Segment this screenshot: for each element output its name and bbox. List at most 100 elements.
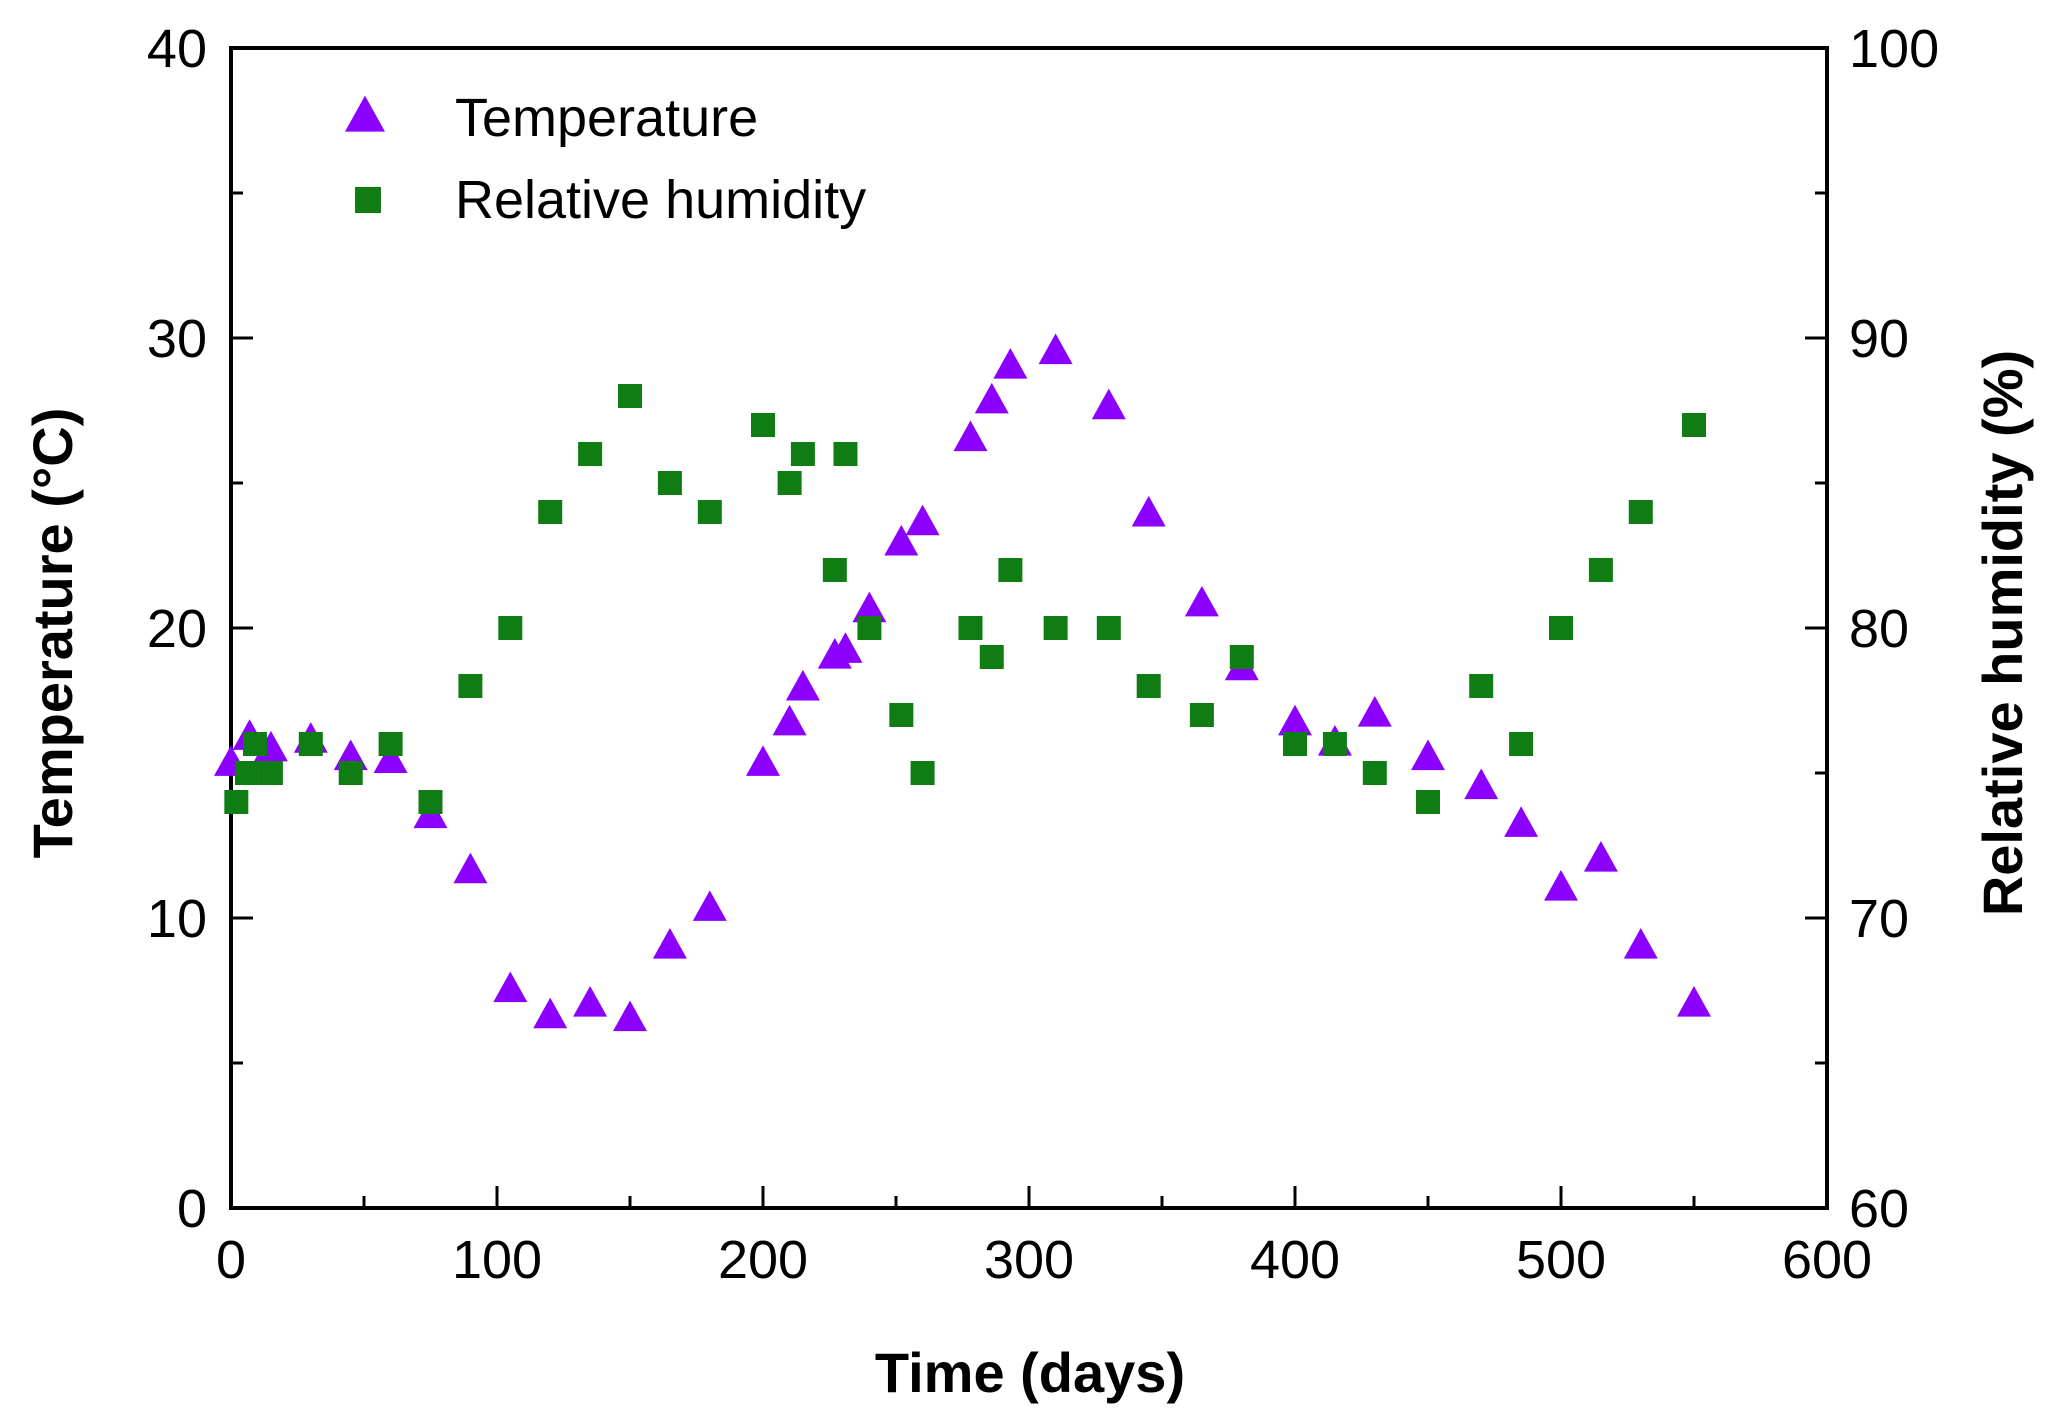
humidity-point	[958, 616, 983, 640]
temperature-point	[1091, 388, 1126, 420]
temperature-point	[1357, 696, 1392, 727]
y-tick-label-right: 70	[1849, 889, 1909, 949]
temperature-point	[493, 971, 528, 1003]
temperature-point	[993, 348, 1028, 379]
humidity-point	[857, 616, 882, 640]
temperature-point	[613, 1000, 647, 1032]
humidity-point	[889, 703, 914, 727]
temperature-point	[746, 745, 780, 776]
x-tick-label: 400	[1250, 1230, 1340, 1290]
temperature-point	[373, 742, 408, 774]
humidity-point	[258, 761, 283, 785]
axis-tick-labels: 0 100 200 300 400 500 600 0 10 20 30 40 60 70 80 90 100	[147, 19, 1939, 1290]
humidity-point	[697, 500, 722, 524]
humidity-point	[538, 500, 563, 524]
temperature-point	[828, 632, 863, 663]
humidity-point	[777, 471, 802, 495]
temperature-point	[884, 524, 919, 556]
temperature-point	[1623, 928, 1658, 959]
humidity-point	[1682, 413, 1706, 437]
y-tick-label-left: 20	[147, 599, 207, 659]
temperature-point	[1038, 333, 1073, 365]
humidity-point	[498, 616, 523, 640]
temperature-point	[1583, 841, 1618, 872]
humidity-point	[790, 442, 815, 466]
temperature-point	[573, 986, 608, 1017]
temperature-point	[953, 420, 988, 452]
humidity-point	[822, 558, 847, 582]
temperature-point	[1677, 986, 1711, 1017]
temperature-point	[852, 591, 887, 623]
humidity-point	[1043, 616, 1068, 640]
x-tick-label: 600	[1782, 1230, 1872, 1290]
x-tick-label: 100	[452, 1230, 542, 1290]
humidity-point	[1509, 732, 1534, 756]
y-tick-label-left: 10	[147, 889, 207, 949]
y-tick-label-left: 40	[147, 19, 207, 79]
y-tick-label-left: 0	[177, 1179, 207, 1239]
humidity-point	[338, 761, 363, 785]
temperature-point	[1278, 704, 1312, 736]
humidity-point	[751, 413, 775, 437]
y-axis-title-right: Relative humidity (%)	[1971, 350, 2034, 916]
y-tick-label-right: 60	[1849, 1179, 1909, 1239]
temperature-point	[1464, 768, 1499, 800]
humidity-point	[979, 645, 1004, 669]
humidity-point	[1469, 674, 1494, 698]
temperature-point	[785, 669, 820, 701]
temperature-point	[1504, 806, 1539, 837]
humidity-point	[1416, 790, 1440, 814]
humidity-point	[458, 674, 483, 698]
humidity-point	[1549, 616, 1573, 640]
temperature-point	[1131, 495, 1166, 527]
y-tick-label-right: 80	[1849, 599, 1909, 659]
humidity-point	[1628, 500, 1653, 524]
y-tick-label-right: 100	[1849, 19, 1939, 79]
humidity-point	[1229, 645, 1254, 669]
humidity-point	[1283, 732, 1307, 756]
temperature-point	[1544, 870, 1578, 901]
x-tick-label: 500	[1516, 1230, 1606, 1290]
humidity-point	[1189, 703, 1214, 727]
humidity-point	[1362, 761, 1387, 785]
legend-humidity-label: Relative humidity	[455, 170, 866, 230]
temperature-point	[533, 997, 568, 1029]
humidity-point	[1096, 616, 1121, 640]
humidity-point	[1136, 674, 1161, 698]
x-tick-label: 300	[984, 1230, 1074, 1290]
y-tick-label-left: 30	[147, 309, 207, 369]
humidity-point	[578, 442, 603, 466]
humidity-point	[242, 732, 267, 756]
x-axis-title: Time (days)	[875, 1341, 1185, 1404]
humidity-point	[234, 761, 259, 785]
humidity-point	[657, 471, 682, 495]
humidity-point	[378, 732, 403, 756]
humidity-point	[618, 384, 642, 408]
humidity-point	[910, 761, 935, 785]
humidity-point	[998, 558, 1023, 582]
temperature-point	[1411, 739, 1445, 771]
data-marks	[214, 333, 1711, 1032]
legend-temperature-icon	[345, 95, 385, 132]
temperature-point	[772, 704, 807, 736]
humidity-point	[833, 442, 858, 466]
x-tick-label: 200	[718, 1230, 808, 1290]
temperature-point	[692, 890, 727, 921]
legend: Temperature Relative humidity	[345, 88, 866, 230]
legend-humidity-icon	[355, 187, 381, 213]
humidity-point	[418, 790, 443, 814]
humidity-point	[224, 790, 249, 814]
temperature-point	[1184, 585, 1219, 617]
y-tick-label-right: 90	[1849, 309, 1909, 369]
temperature-point	[974, 382, 1009, 414]
x-tick-label: 0	[216, 1230, 246, 1290]
temperature-point	[453, 852, 488, 884]
humidity-point	[1322, 732, 1347, 756]
humidity-point	[1588, 558, 1613, 582]
temperature-point	[905, 504, 940, 536]
legend-temperature-label: Temperature	[455, 88, 758, 148]
y-axis-title-left: Temperature (°C)	[21, 408, 84, 859]
humidity-point	[298, 732, 323, 756]
temperature-point	[652, 928, 687, 959]
